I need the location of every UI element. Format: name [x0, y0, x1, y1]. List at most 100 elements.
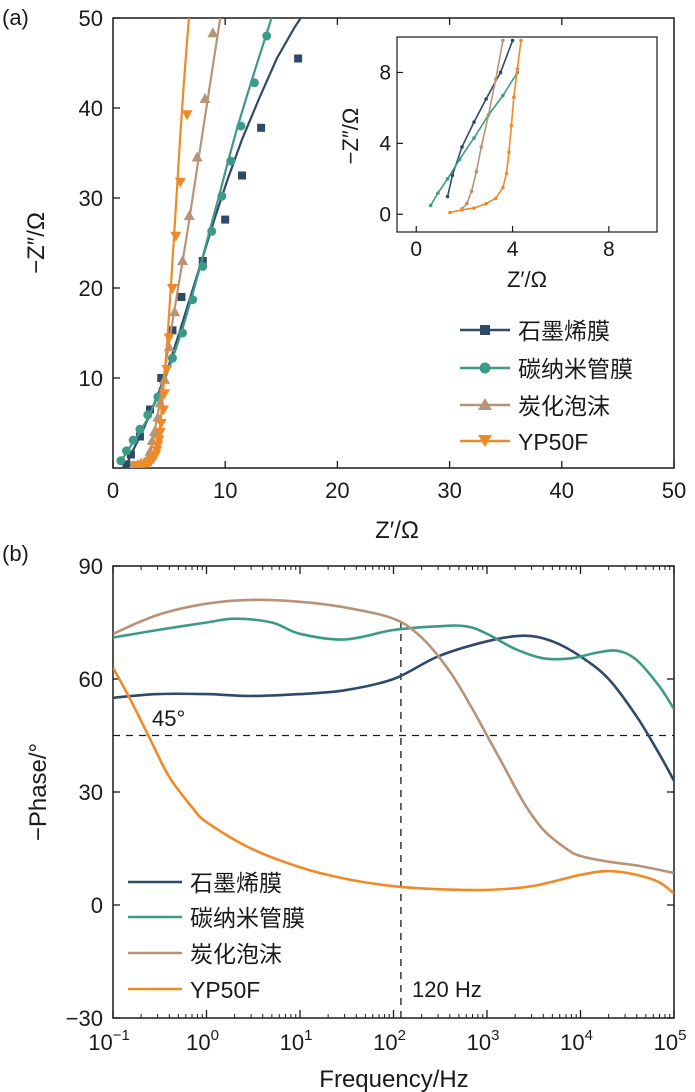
point-inset-cnt	[472, 136, 476, 140]
marker-a-yp50f	[154, 428, 166, 438]
point-inset-carbon-foam	[469, 189, 474, 194]
point-inset-yp50f	[507, 150, 511, 155]
y-tick-label-b: 0	[91, 893, 103, 918]
y-tick-label-inset: 0	[379, 203, 391, 226]
x-tick-exponent-b: 2	[398, 1027, 406, 1044]
marker-a-yp50f	[166, 284, 178, 294]
x-tick-label-b: 103	[467, 1027, 500, 1055]
marker-a-carbon-foam	[207, 27, 219, 38]
legend-a-item-foam: 炭化泡沫	[460, 393, 610, 419]
x-tick-exponent-b: 0	[211, 1027, 219, 1044]
marker-a-graphite	[238, 171, 247, 180]
series-group-b	[113, 598, 674, 895]
legend-b-label-cnt: 碳纳米管膜	[190, 905, 305, 931]
point-inset-carbon-foam	[486, 113, 491, 117]
point-inset-cnt	[436, 191, 440, 195]
x-tick-label-b: 105	[654, 1027, 687, 1055]
point-inset-yp50f	[460, 208, 464, 212]
series-inset-cnt	[428, 70, 520, 208]
legend-a-label-graphite: 石墨烯膜	[518, 318, 610, 344]
legend-a-marker-yp50f	[478, 435, 492, 447]
marker-a-yp50f	[155, 419, 167, 429]
panel-a-xlabel: Z′/Ω	[375, 517, 419, 544]
marker-a-graphite	[126, 450, 135, 459]
marker-a-yp50f	[174, 177, 186, 188]
x-tick-label-inset: 0	[410, 238, 422, 261]
marker-a-carbon-foam	[199, 93, 211, 103]
panel-a-legend: 石墨烯膜 碳纳米管膜 炭化泡沫 YP50F	[460, 318, 633, 455]
point-inset-yp50f	[509, 123, 514, 128]
legend-b-label-yp50f: YP50F	[190, 977, 260, 1003]
legend-b-label-graphite: 石墨烯膜	[190, 870, 282, 896]
series-group-a	[116, 18, 303, 468]
marker-a-graphite	[257, 123, 266, 132]
marker-a-yp50f	[151, 446, 163, 456]
point-inset-carbon-foam	[493, 77, 498, 82]
line-inset-cnt	[430, 72, 519, 206]
x-tick-label-inset: 4	[507, 238, 519, 261]
legend-b-item-foam: 炭化泡沫	[128, 941, 282, 967]
x-tick-label-b: 104	[560, 1027, 593, 1055]
y-tick-label-inset: 8	[379, 61, 391, 84]
marker-a-cnt	[226, 156, 236, 166]
y-tick-label-a: 40	[79, 96, 103, 121]
line-b-yp50f	[113, 667, 674, 895]
point-inset-cnt	[457, 157, 462, 162]
panel-b-ylabel: −Phase/°	[25, 743, 52, 841]
marker-a-graphite	[157, 374, 166, 382]
x-tick-label-a: 0	[107, 478, 119, 503]
legend-b-item-cnt: 碳纳米管膜	[128, 905, 305, 931]
marker-a-yp50f	[157, 405, 169, 416]
y-tick-label-b: 60	[79, 667, 103, 692]
marker-a-cnt	[121, 446, 131, 456]
annotation-120-hz: 120 Hz	[412, 977, 482, 1002]
point-inset-yp50f	[504, 171, 509, 176]
point-inset-yp50f	[515, 67, 520, 71]
panel-b-series	[113, 598, 674, 895]
point-inset-cnt	[501, 93, 505, 98]
point-inset-yp50f	[511, 95, 516, 100]
marker-a-yp50f	[161, 365, 173, 375]
marker-a-carbon-foam	[149, 426, 161, 436]
point-inset-graphite	[510, 38, 515, 43]
point-inset-graphite	[450, 173, 455, 178]
legend-b-item-graphite: 石墨烯膜	[128, 870, 282, 896]
panel-b-xlabel: Frequency/Hz	[319, 1066, 468, 1092]
marker-a-graphite	[221, 215, 230, 224]
point-inset-graphite	[498, 70, 503, 75]
marker-a-graphite	[135, 432, 144, 441]
panel-a-series	[116, 18, 303, 468]
marker-a-cnt	[262, 31, 272, 41]
point-inset-carbon-foam	[501, 38, 505, 43]
line-a-cnt	[118, 18, 273, 464]
point-inset-yp50f	[519, 38, 523, 43]
point-inset-yp50f	[493, 196, 498, 201]
x-tick-exponent-b: 5	[678, 1027, 686, 1044]
point-inset-carbon-foam	[479, 145, 484, 149]
series-inset-graphite	[445, 38, 515, 199]
x-tick-label-a: 20	[325, 478, 349, 503]
legend-a-marker-foam	[478, 398, 492, 410]
marker-a-cnt	[207, 226, 217, 236]
x-tick-exponent-b: 4	[585, 1027, 593, 1044]
marker-a-yp50f	[159, 389, 171, 400]
marker-a-graphite	[122, 460, 131, 468]
line-b-carbon-foam	[113, 598, 674, 875]
marker-a-cnt	[198, 261, 208, 271]
y-tick-label-a: 20	[79, 276, 103, 301]
y-tick-label-b: 30	[79, 780, 103, 805]
x-tick-label-a: 30	[437, 478, 461, 503]
marker-a-cnt	[128, 435, 138, 445]
x-tick-label-b: 100	[186, 1027, 219, 1055]
panel-a-inset: 0 4 8 0 4 8 Z′/Ω −Z″/Ω	[338, 36, 658, 292]
point-inset-carbon-foam	[474, 169, 479, 174]
x-tick-label-b: 102	[373, 1027, 406, 1055]
marker-a-yp50f	[163, 333, 175, 344]
point-inset-yp50f	[484, 201, 488, 206]
series-a-graphite	[122, 18, 303, 468]
panel-b-reference-lines	[113, 621, 674, 1018]
